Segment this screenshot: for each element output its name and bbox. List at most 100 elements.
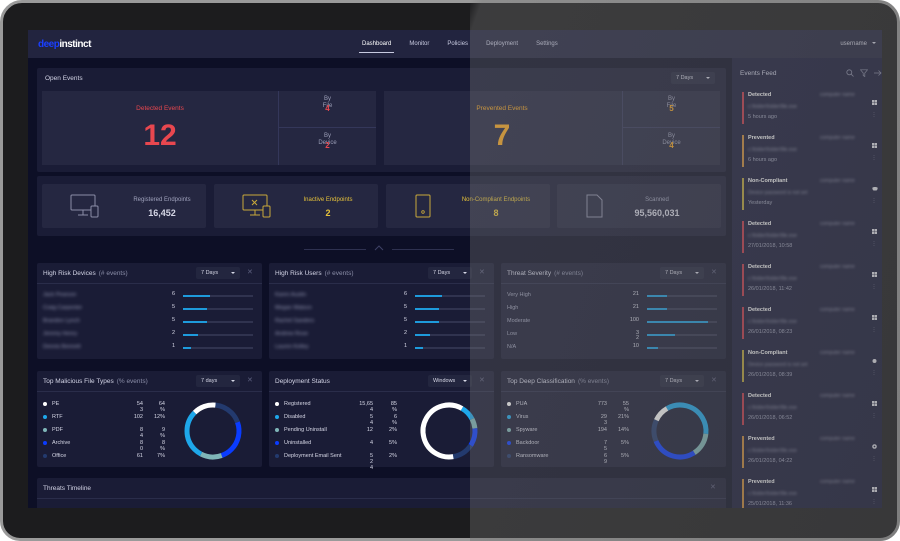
- donut-segment[interactable]: [649, 400, 711, 462]
- detected-by-device[interactable]: By Device 2: [318, 133, 337, 150]
- range-dropdown[interactable]: 7 Days: [196, 267, 240, 279]
- prevented-events-card[interactable]: Prevented Events 7 By File 5 By Device 4: [384, 91, 720, 165]
- classification-donut-chart[interactable]: [649, 400, 711, 462]
- list-item[interactable]: Craig Carpenter 5: [43, 304, 253, 315]
- more-options-icon[interactable]: · · ·: [873, 239, 875, 249]
- nav-dashboard[interactable]: Dashboard: [353, 30, 400, 58]
- legend-item[interactable]: Uninstalled 4 5%: [275, 440, 415, 450]
- donut-segment[interactable]: [418, 400, 480, 462]
- prevented-by-device[interactable]: By Device 4: [662, 133, 681, 150]
- search-icon[interactable]: [846, 69, 854, 77]
- donut-segment[interactable]: [182, 400, 244, 462]
- more-options-icon[interactable]: · · ·: [873, 411, 875, 421]
- more-options-icon[interactable]: · · ·: [873, 368, 875, 378]
- range-dropdown[interactable]: 7 Days: [660, 267, 704, 279]
- feed-item[interactable]: Detected computer name c:\folder\folder\fi…: [742, 393, 880, 429]
- collapse-handle[interactable]: [304, 245, 454, 253]
- feed-item[interactable]: Detected computer name c:\folder\folder\fi…: [742, 307, 880, 343]
- range-dropdown[interactable]: 7 Days: [660, 375, 704, 387]
- nav-settings[interactable]: Settings: [536, 41, 558, 47]
- more-options-icon[interactable]: · · ·: [873, 196, 875, 206]
- donut-segment[interactable]: [182, 400, 244, 462]
- legend-item[interactable]: Spyware 194 14%: [507, 427, 647, 437]
- donut-segment[interactable]: [649, 400, 711, 462]
- donut-segment[interactable]: [418, 400, 480, 462]
- close-icon[interactable]: ✕: [710, 484, 716, 491]
- list-item[interactable]: Low 3 2: [507, 330, 717, 341]
- user-menu[interactable]: username: [840, 30, 876, 58]
- more-options-icon[interactable]: · · ·: [873, 454, 875, 464]
- legend-item[interactable]: PUA 773 55 %: [507, 401, 647, 413]
- list-item[interactable]: Lauren Kelley 1: [275, 343, 485, 354]
- non-compliant-endpoints-card[interactable]: Non-Compliant Endpoints 8: [386, 184, 550, 228]
- donut-segment[interactable]: [182, 400, 244, 462]
- legend-item[interactable]: Disabled 5 4 6 %: [275, 414, 415, 426]
- nav-deployment[interactable]: Deployment: [486, 41, 519, 47]
- detected-by-file[interactable]: By File 4: [322, 96, 333, 113]
- nav-monitor[interactable]: Monitor: [409, 41, 430, 47]
- legend-item[interactable]: Registered 15,65 4 85 %: [275, 401, 415, 413]
- donut-segment[interactable]: [418, 400, 480, 462]
- donut-segment[interactable]: [182, 400, 244, 462]
- close-icon[interactable]: ✕: [247, 269, 253, 276]
- list-item[interactable]: Megan Watson 5: [275, 304, 485, 315]
- list-item[interactable]: Dennis Bennett 1: [43, 343, 253, 354]
- list-item[interactable]: Very High 21: [507, 291, 717, 302]
- donut-segment[interactable]: [182, 400, 244, 462]
- list-item[interactable]: High 21: [507, 304, 717, 315]
- feed-item[interactable]: Prevented computer name c:\folder\folder\f…: [742, 436, 880, 472]
- filter-icon[interactable]: [860, 69, 868, 77]
- scanned-card[interactable]: Scanned 95,560,031: [557, 184, 721, 228]
- legend-item[interactable]: PDF 8 4 9 %: [43, 427, 183, 439]
- file-types-donut-chart[interactable]: [182, 400, 244, 462]
- close-icon[interactable]: ✕: [479, 269, 485, 276]
- close-icon[interactable]: ✕: [711, 377, 717, 384]
- feed-item[interactable]: Prevented computer name c:\folder\folder\f…: [742, 479, 880, 508]
- more-options-icon[interactable]: · · ·: [873, 325, 875, 335]
- legend-item[interactable]: Archive 8 0 8 %: [43, 440, 183, 452]
- legend-item[interactable]: RTF 102 12%: [43, 414, 183, 424]
- feed-item[interactable]: Detected computer name c:\folder\folder\fi…: [742, 92, 880, 128]
- list-item[interactable]: Brandon Lynch 5: [43, 317, 253, 328]
- more-options-icon[interactable]: · · ·: [873, 110, 875, 120]
- list-item[interactable]: N/A 10: [507, 343, 717, 354]
- list-item[interactable]: Moderate 100: [507, 317, 717, 328]
- logo[interactable]: deepinstinct: [38, 39, 91, 50]
- feed-item[interactable]: Prevented computer name c:\folder\folder\f…: [742, 135, 880, 171]
- close-icon[interactable]: ✕: [711, 269, 717, 276]
- list-item[interactable]: Jack Pearson 6: [43, 291, 253, 302]
- feed-item[interactable]: Non-Compliant computer name Device passwor…: [742, 350, 880, 386]
- donut-segment[interactable]: [418, 400, 480, 462]
- legend-item[interactable]: PE 54 3 64 %: [43, 401, 183, 413]
- legend-item[interactable]: Ransomware 6 9 5%: [507, 453, 647, 465]
- feed-item[interactable]: Detected computer name c:\folder\folder\fi…: [742, 264, 880, 300]
- donut-segment[interactable]: [649, 400, 711, 462]
- close-icon[interactable]: ✕: [247, 377, 253, 384]
- more-options-icon[interactable]: · · ·: [873, 153, 875, 163]
- legend-item[interactable]: Pending Uninstall 12 2%: [275, 427, 415, 437]
- feed-item[interactable]: Non-Compliant computer name Device passwor…: [742, 178, 880, 214]
- close-icon[interactable]: ✕: [479, 377, 485, 384]
- donut-segment[interactable]: [649, 400, 711, 462]
- legend-item[interactable]: Backdoor 7 5 5%: [507, 440, 647, 452]
- list-item[interactable]: Karen Austin 6: [275, 291, 485, 302]
- legend-item[interactable]: Virus 29 3 21%: [507, 414, 647, 426]
- nav-policies[interactable]: Policies: [447, 41, 469, 47]
- range-dropdown[interactable]: 7 Days: [428, 267, 472, 279]
- legend-item[interactable]: Office 61 7%: [43, 453, 183, 463]
- more-options-icon[interactable]: · · ·: [873, 497, 875, 507]
- inactive-endpoints-card[interactable]: Inactive Endpoints 2: [214, 184, 378, 228]
- deployment-donut-chart[interactable]: [418, 400, 480, 462]
- list-item[interactable]: Rachel Sanders 5: [275, 317, 485, 328]
- donut-segment[interactable]: [649, 400, 711, 462]
- legend-item[interactable]: Deployment Email Sent 5 2 4 2%: [275, 453, 415, 471]
- prevented-by-file[interactable]: By File 5: [666, 96, 677, 113]
- list-item[interactable]: Andrew Rose 2: [275, 330, 485, 341]
- range-dropdown[interactable]: 7 days: [196, 375, 240, 387]
- feed-item[interactable]: Detected computer name c:\folder\folder\fi…: [742, 221, 880, 257]
- registered-endpoints-card[interactable]: Registered Endpoints 16,452: [42, 184, 206, 228]
- detected-events-card[interactable]: Detected Events 12 By File 4 By Device 2: [42, 91, 376, 165]
- os-dropdown[interactable]: Windows: [428, 375, 472, 387]
- donut-segment[interactable]: [418, 400, 480, 462]
- arrow-right-icon[interactable]: [874, 69, 882, 77]
